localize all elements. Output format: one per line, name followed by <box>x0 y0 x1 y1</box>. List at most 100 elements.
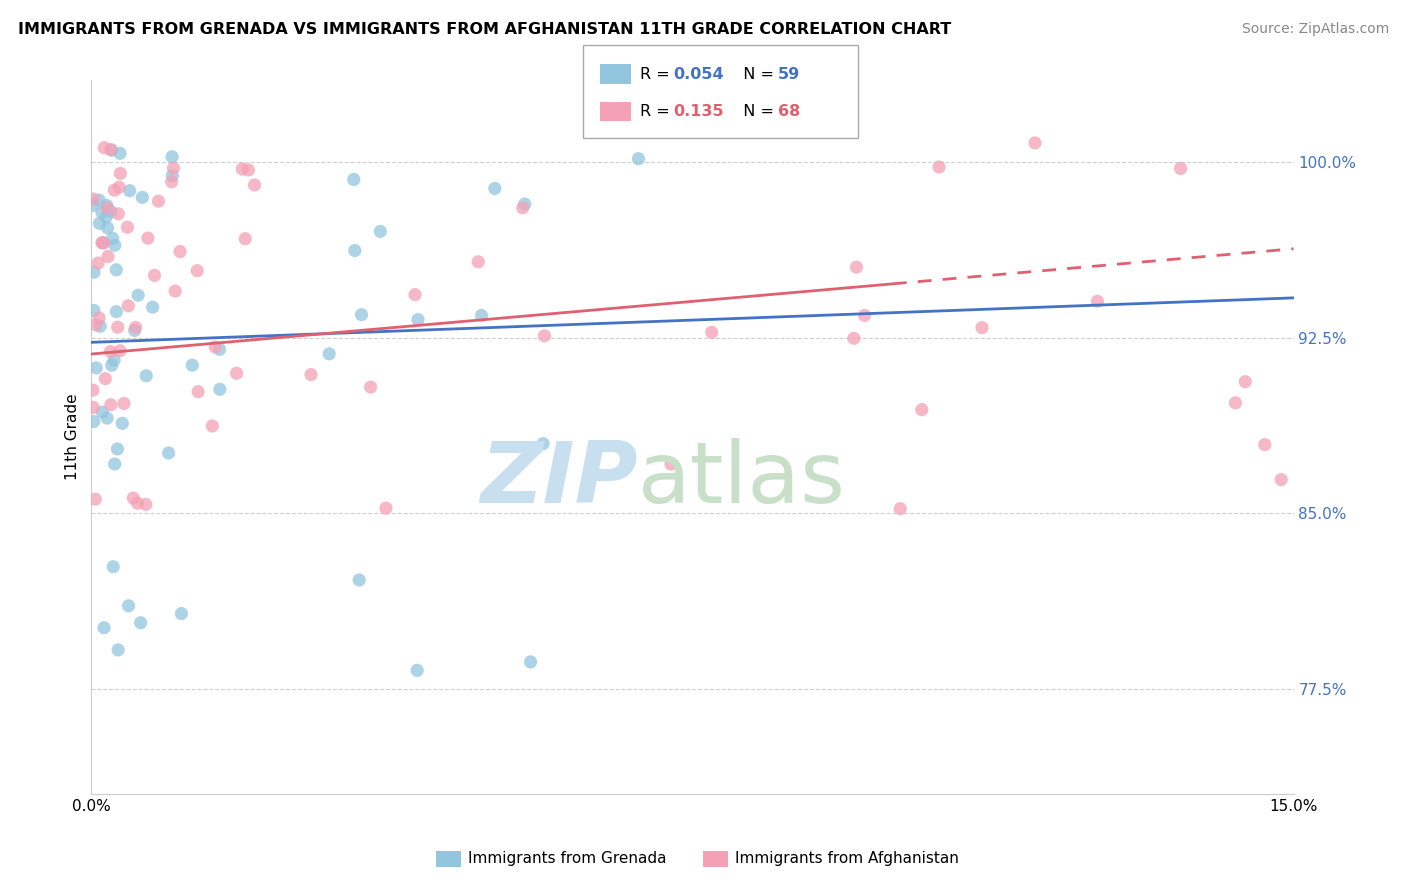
Point <box>970 320 993 334</box>
Text: atlas: atlas <box>638 438 846 522</box>
Point <box>1270 473 1292 487</box>
Point <box>187 384 209 399</box>
Point <box>107 207 129 221</box>
Point <box>90 235 112 250</box>
Point <box>96 411 118 425</box>
Point <box>299 368 322 382</box>
Point <box>1024 136 1046 150</box>
Point <box>90 205 112 219</box>
Point <box>484 181 506 195</box>
Point <box>108 343 131 358</box>
Point <box>208 343 231 357</box>
Point <box>162 161 184 176</box>
Point <box>87 311 110 326</box>
Point <box>112 396 135 410</box>
Point <box>347 573 370 587</box>
Point <box>117 220 139 235</box>
Point <box>94 371 117 385</box>
Point <box>82 192 104 206</box>
Point <box>845 260 868 275</box>
Point <box>181 358 204 372</box>
Point <box>97 250 120 264</box>
Text: IMMIGRANTS FROM GRENADA VS IMMIGRANTS FROM AFGHANISTAN 11TH GRADE CORRELATION CH: IMMIGRANTS FROM GRENADA VS IMMIGRANTS FR… <box>18 22 952 37</box>
Point <box>127 496 149 510</box>
Point <box>96 198 118 212</box>
Text: 59: 59 <box>778 67 800 81</box>
Text: N =: N = <box>733 104 779 119</box>
Point <box>659 457 682 471</box>
Point <box>238 163 260 178</box>
Point <box>108 180 131 194</box>
Point <box>100 398 122 412</box>
Point <box>84 360 107 375</box>
Point <box>165 284 187 298</box>
Point <box>82 401 104 415</box>
Point <box>243 178 266 192</box>
Point <box>131 190 153 204</box>
Point <box>370 224 392 238</box>
Point <box>170 607 193 621</box>
Point <box>1234 375 1257 389</box>
Point <box>162 169 184 183</box>
Point <box>110 166 132 180</box>
Point <box>87 193 110 207</box>
Point <box>108 146 131 161</box>
Point <box>83 415 105 429</box>
Point <box>83 303 105 318</box>
Point <box>204 340 226 354</box>
Point <box>136 231 159 245</box>
Point <box>118 184 141 198</box>
Text: R =: R = <box>640 67 675 81</box>
Point <box>531 436 554 450</box>
Text: ZIP: ZIP <box>481 438 638 522</box>
Point <box>100 358 122 372</box>
Point <box>100 204 122 219</box>
Point <box>201 419 224 434</box>
Point <box>124 320 146 334</box>
Point <box>406 312 429 326</box>
Point <box>82 383 104 397</box>
Point <box>93 141 115 155</box>
Point <box>360 380 382 394</box>
Text: 0.054: 0.054 <box>673 67 724 81</box>
Point <box>142 300 165 314</box>
Point <box>135 368 157 383</box>
Point <box>889 501 911 516</box>
Text: Immigrants from Grenada: Immigrants from Grenada <box>468 851 666 865</box>
Point <box>470 309 492 323</box>
Point <box>100 344 122 359</box>
Point <box>117 599 139 613</box>
Point <box>148 194 170 208</box>
Point <box>96 201 118 215</box>
Point <box>84 492 107 507</box>
Point <box>89 319 111 334</box>
Y-axis label: 11th Grade: 11th Grade <box>65 393 80 481</box>
Point <box>89 216 111 230</box>
Point <box>842 331 865 345</box>
Point <box>124 323 146 337</box>
Point <box>107 442 129 456</box>
Point <box>350 308 373 322</box>
Point <box>122 491 145 505</box>
Point <box>374 501 396 516</box>
Point <box>627 152 650 166</box>
Point <box>105 263 128 277</box>
Point <box>103 183 125 197</box>
Text: N =: N = <box>733 67 779 81</box>
Point <box>143 268 166 283</box>
Text: 0.135: 0.135 <box>673 104 724 119</box>
Point <box>160 150 183 164</box>
Point <box>225 366 247 380</box>
Point <box>135 498 157 512</box>
Point <box>318 347 340 361</box>
Point <box>82 198 104 212</box>
Point <box>404 287 426 301</box>
Point <box>117 299 139 313</box>
Point <box>91 405 114 419</box>
Point <box>103 353 125 368</box>
Point <box>513 197 536 211</box>
Point <box>1170 161 1192 176</box>
Point <box>83 265 105 279</box>
Point <box>406 664 429 678</box>
Point <box>104 457 127 471</box>
